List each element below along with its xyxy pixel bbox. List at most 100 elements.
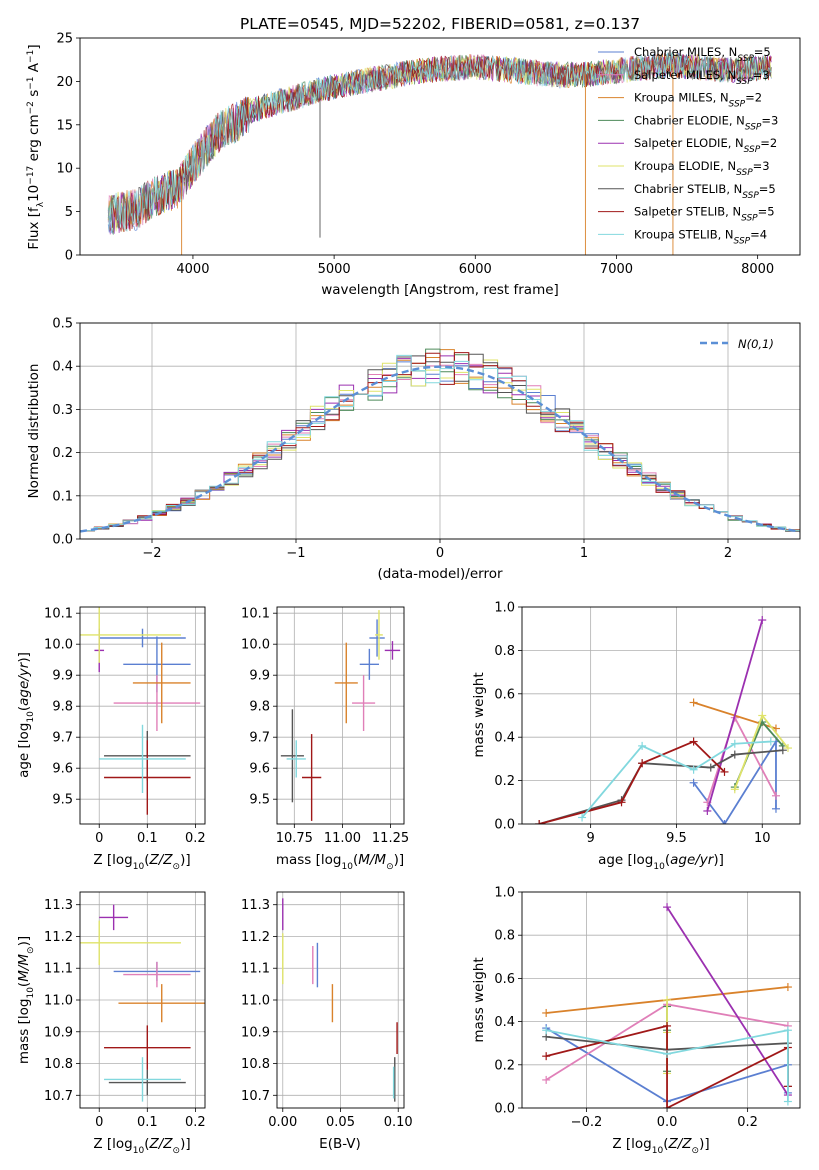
error-point — [104, 740, 191, 815]
y-tick-label: 5 — [65, 205, 73, 220]
point-marker — [663, 903, 672, 912]
y-tick-label: 9.7 — [52, 731, 73, 746]
chart-7: −0.2 0.0 0.2 0.0 0.2 0.4 0.6 0.8 1.0 — [494, 886, 801, 1130]
x-tick-label: 0.1 — [137, 831, 158, 846]
y-tick-label: 0.2 — [494, 774, 515, 789]
point-marker — [720, 820, 729, 824]
axes-frame — [521, 891, 801, 1109]
point-marker — [766, 737, 775, 746]
y-tick-label: 0.0 — [494, 1102, 515, 1117]
x-tick-label: 11.25 — [372, 831, 409, 846]
y-tick-label: 9.6 — [52, 762, 73, 777]
point-marker — [783, 744, 792, 753]
point-marker — [783, 1026, 792, 1035]
y-tick-label: 10.9 — [44, 1025, 73, 1040]
point-marker — [617, 798, 626, 807]
y-tick-label: 1.0 — [494, 886, 515, 901]
x-tick-label: 1 — [580, 546, 588, 561]
y-tick-label: 11.0 — [44, 994, 73, 1009]
point-marker — [689, 698, 698, 707]
x-tick-label: −1 — [286, 546, 305, 561]
y-tick-label: 9.5 — [52, 793, 73, 808]
y-axis-label: age [log10(age/yr)] — [16, 652, 36, 778]
series-line — [706, 619, 764, 812]
point-marker — [730, 785, 739, 794]
plot-area — [80, 348, 800, 533]
y-tick-label: 0.8 — [494, 929, 515, 944]
error-point — [123, 961, 191, 988]
y-tick-label: 11.2 — [44, 930, 73, 945]
x-tick-label: 0.10 — [384, 1115, 413, 1130]
y-tick-label: 0.5 — [52, 317, 73, 332]
error-point — [118, 984, 205, 1023]
series-line — [538, 749, 783, 824]
plot-area — [80, 904, 205, 1102]
error-point — [132, 642, 191, 724]
chart-title: PLATE=0545, MJD=52202, FIBERID=0581, z=0… — [240, 15, 640, 33]
y-tick-label: 20 — [56, 75, 73, 90]
y-tick-label: 0.6 — [494, 687, 515, 702]
point-marker — [771, 804, 780, 813]
y-tick-label: 10 — [56, 162, 73, 177]
x-tick-label: 10 — [754, 831, 771, 846]
y-tick-label: 1.0 — [494, 601, 515, 616]
x-tick-label: 0.2 — [185, 1115, 206, 1130]
x-axis-label: age [log10(age/yr)] — [598, 852, 724, 872]
x-axis-label: Z [log10(Z/Z⊙)] — [93, 1136, 190, 1156]
plot-area — [107, 52, 772, 255]
point-marker — [758, 616, 767, 625]
point-marker — [542, 1075, 551, 1084]
series-line — [546, 1029, 789, 1102]
x-tick-label: 4000 — [176, 262, 209, 277]
point-marker — [758, 711, 767, 720]
y-tick-label: 11.3 — [44, 898, 73, 913]
spectrum-series — [107, 52, 772, 233]
x-axis-label: mass [log10(M/M⊙)] — [276, 852, 404, 872]
axes-frame — [79, 37, 801, 256]
y-tick-label: 0.4 — [494, 731, 515, 746]
point-marker — [663, 1104, 672, 1108]
error-point — [80, 920, 181, 966]
spectrum-series — [107, 52, 772, 234]
point-marker — [542, 1008, 551, 1017]
x-tick-label: 0.2 — [737, 1115, 758, 1130]
series-line — [706, 715, 777, 803]
error-point — [108, 1069, 186, 1096]
x-axis-label: E(B-V) — [319, 1136, 361, 1152]
x-tick-label: 6000 — [459, 262, 492, 277]
x-tick-label: 0 — [95, 1115, 103, 1130]
legend-label: Salpeter MILES, NSSP=3 — [634, 68, 770, 87]
error-point — [104, 1057, 181, 1102]
axes-frame — [276, 606, 405, 825]
legend-label: Salpeter ELODIE, NSSP=2 — [634, 136, 777, 155]
y-tick-label: 11.0 — [241, 994, 270, 1009]
x-tick-label: 0.05 — [326, 1115, 355, 1130]
legend-label: Chabrier STELIB, NSSP=5 — [634, 182, 776, 201]
error-point — [113, 675, 201, 731]
error-point — [99, 628, 186, 648]
y-tick-label: 0.1 — [52, 489, 73, 504]
legend: N(0,1) — [700, 337, 774, 351]
axes-frame — [521, 606, 801, 825]
y-axis-label: mass weight — [471, 957, 487, 1042]
chart-5: 0 0.1 0.2 10.7 10.8 10.9 11.0 11.1 11.2 11.3 — [44, 891, 206, 1130]
y-tick-label: 10.1 — [241, 607, 270, 622]
y-tick-label: 0.4 — [52, 360, 73, 375]
point-marker — [783, 983, 792, 992]
x-tick-label: −2 — [142, 546, 161, 561]
chart-0: 4000 5000 6000 7000 8000 0 5 10 15 20 25 — [56, 32, 801, 277]
point-marker — [706, 763, 715, 772]
axes-frame — [79, 606, 206, 825]
point-marker — [663, 1050, 672, 1058]
plot-area — [535, 616, 792, 824]
x-tick-label: 5000 — [318, 262, 351, 277]
y-tick-label: 9.9 — [52, 669, 73, 684]
chart-3: 10.75 11.00 11.25 9.5 9.6 9.7 9.8 9.9 10.0 10.1 — [241, 606, 409, 846]
y-tick-label: 9.9 — [249, 669, 270, 684]
x-tick-label: 7000 — [600, 262, 633, 277]
legend-label: Chabrier MILES, NSSP=5 — [634, 45, 771, 64]
y-tick-label: 9.6 — [249, 762, 270, 777]
plot-area — [280, 610, 401, 821]
y-tick-label: 0.8 — [494, 644, 515, 659]
y-tick-label: 0.0 — [52, 533, 73, 548]
